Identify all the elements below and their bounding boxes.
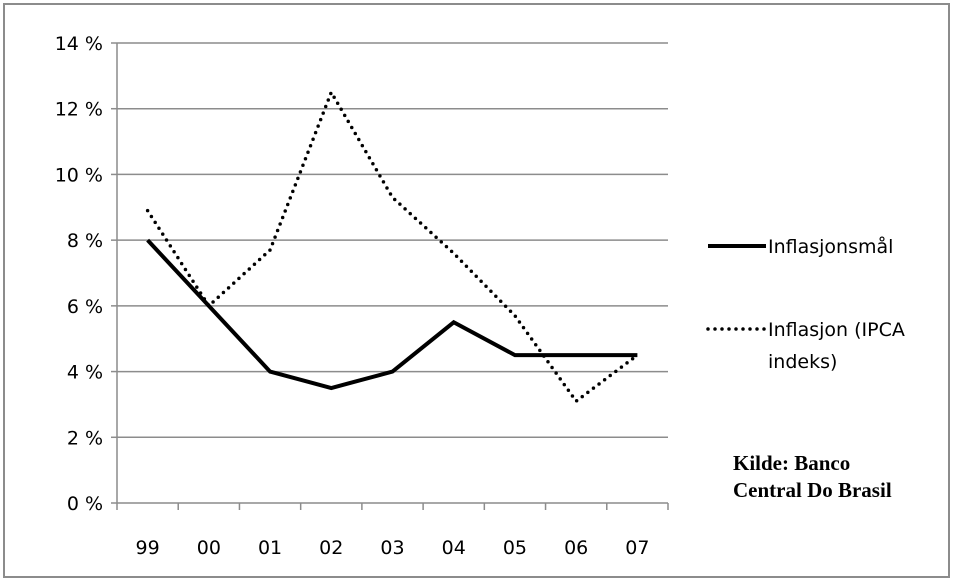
source-line-1: Kilde: Banco	[733, 451, 850, 475]
y-tick-label: 2 %	[67, 427, 103, 449]
source-note: Kilde: Banco Central Do Brasil	[733, 451, 892, 502]
y-tick-label: 4 %	[67, 362, 103, 384]
x-tick-label: 01	[258, 537, 282, 559]
x-tick-label: 04	[442, 537, 466, 559]
y-tick-label: 14 %	[55, 33, 103, 55]
x-tick-label: 99	[136, 537, 160, 559]
series-lines	[145, 88, 640, 404]
series-line-inflasjon-ipca	[145, 88, 640, 404]
x-tick-label: 00	[197, 537, 221, 559]
x-tick-label: 06	[564, 537, 588, 559]
gridlines	[111, 42, 668, 504]
y-tick-label: 12 %	[55, 99, 103, 121]
y-tick-label: 6 %	[67, 296, 103, 318]
legend-label-inflasjonsmal: Inflasjonsmål	[768, 235, 893, 258]
y-tick-label: 0 %	[67, 493, 103, 515]
x-tick-label: 03	[380, 537, 404, 559]
y-tick-label: 8 %	[67, 230, 103, 252]
axes	[116, 43, 669, 510]
y-tick-labels: 0 % 2 % 4 % 6 % 8 % 10 % 12 % 14 %	[55, 33, 103, 515]
legend: Inflasjonsmål Inflasjon (IPCA indeks)	[706, 235, 905, 373]
source-line-2: Central Do Brasil	[733, 478, 892, 502]
x-tick-label: 07	[625, 537, 649, 559]
x-tick-label: 02	[319, 537, 343, 559]
x-tick-label: 05	[503, 537, 527, 559]
legend-label-inflasjon-ipca-line2: indeks)	[768, 351, 837, 373]
legend-label-inflasjon-ipca-line1: Inflasjon (IPCA	[768, 319, 905, 341]
series-line-inflasjonsmal	[146, 238, 638, 391]
y-tick-label: 10 %	[55, 164, 103, 186]
x-tick-labels: 99 00 01 02 03 04 05 06 07	[136, 537, 650, 559]
chart-frame	[3, 3, 950, 578]
